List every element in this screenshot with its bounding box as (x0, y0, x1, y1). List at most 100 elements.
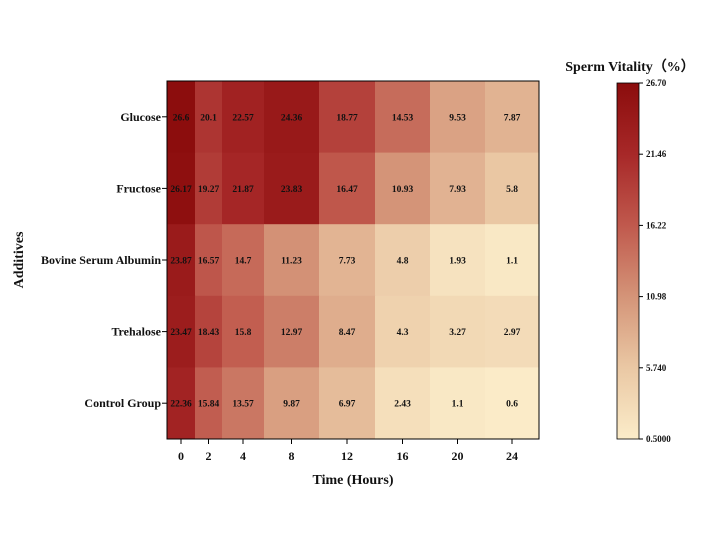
heatmap-cell (222, 224, 265, 297)
cell-value-label: 26.6 (173, 113, 190, 123)
cell-value-label: 8.47 (339, 328, 356, 338)
cell-value-label: 1.1 (506, 257, 518, 267)
colorbar-tick-label: 0.5000 (646, 434, 671, 444)
y-tick-label: Glucose (120, 110, 161, 124)
heatmap-cell (222, 295, 265, 368)
cell-value-label: 14.7 (235, 257, 252, 267)
heatmap-cell (167, 81, 196, 154)
heatmap-cell (319, 295, 376, 368)
heatmap-cell (375, 152, 431, 225)
heatmap-cell (195, 367, 223, 440)
heatmap-cell (430, 295, 486, 368)
x-tick-label: 4 (240, 449, 246, 463)
heatmap-cell (222, 152, 265, 225)
cell-value-label: 24.36 (281, 113, 303, 123)
heatmap-cell (375, 224, 431, 297)
heatmap-cell (264, 152, 320, 225)
heatmap-cell (430, 224, 486, 297)
y-tick-label: Control Group (84, 396, 161, 410)
cell-value-label: 13.57 (232, 400, 254, 410)
cell-value-label: 7.87 (504, 113, 521, 123)
cell-value-label: 16.57 (198, 257, 220, 267)
heatmap-cell (485, 367, 540, 440)
heatmap-cell (319, 367, 376, 440)
cell-value-label: 21.87 (232, 185, 254, 195)
x-tick-label: 20 (452, 449, 464, 463)
cell-value-label: 1.1 (452, 400, 464, 410)
colorbar-tick-label: 26.70 (646, 78, 667, 88)
colorbar-tick-label: 5.740 (646, 363, 667, 373)
cell-value-label: 5.8 (506, 185, 518, 195)
heatmap-cell (375, 367, 431, 440)
cell-value-label: 4.3 (397, 328, 409, 338)
y-tick-label: Fructose (116, 181, 161, 195)
cell-value-label: 23.87 (170, 257, 192, 267)
heatmap-cell (167, 224, 196, 297)
colorbar-title: Sperm Vitality（%） (565, 59, 695, 75)
cell-value-label: 12.97 (281, 328, 303, 338)
cell-value-label: 1.93 (449, 257, 466, 267)
colorbar-tick-label: 21.46 (646, 149, 667, 159)
heatmap-cell (430, 81, 486, 154)
cell-value-label: 22.57 (232, 113, 254, 123)
cell-value-label: 15.84 (198, 400, 220, 410)
heatmap-cell (430, 367, 486, 440)
heatmap-cell (319, 224, 376, 297)
colorbar-tick-label: 10.98 (646, 292, 667, 302)
cell-value-label: 16.47 (336, 185, 358, 195)
x-axis-title: Time (Hours) (312, 473, 393, 488)
y-axis-ticks: Glucose Fructose Bovine Serum Albumin Treha… (41, 110, 167, 410)
heatmap-cell (222, 81, 265, 154)
heatmap-cell (222, 367, 265, 440)
cell-value-label: 20.1 (200, 113, 217, 123)
cell-value-label: 2.43 (394, 400, 411, 410)
cell-value-label: 9.87 (283, 400, 300, 410)
cell-value-label: 7.93 (449, 185, 466, 195)
heatmap-cell (375, 295, 431, 368)
heatmap-cell (264, 81, 320, 154)
heatmap-cell (319, 81, 376, 154)
heatmap-cell (167, 295, 196, 368)
cell-value-label: 23.47 (170, 328, 192, 338)
heatmap-cell (485, 295, 540, 368)
cell-value-label: 18.77 (336, 113, 358, 123)
cell-value-label: 26.17 (170, 185, 192, 195)
y-axis-title: Additives (12, 231, 27, 288)
heatmap-cell (264, 295, 320, 368)
cell-value-label: 15.8 (235, 328, 252, 338)
cell-value-label: 3.27 (449, 328, 466, 338)
heatmap-cell (195, 152, 223, 225)
cell-value-label: 9.53 (449, 113, 466, 123)
cell-value-label: 23.83 (281, 185, 303, 195)
colorbar (616, 82, 640, 440)
cell-value-label: 22.36 (170, 400, 192, 410)
cell-value-label: 14.53 (392, 113, 414, 123)
heatmap-cell (430, 152, 486, 225)
y-tick-label: Trehalose (111, 325, 161, 339)
colorbar-ticks: 26.70 21.46 16.22 10.98 5.740 0.5000 (639, 78, 671, 444)
cell-value-label: 2.97 (504, 328, 521, 338)
heatmap-cell (195, 295, 223, 368)
x-tick-label: 0 (178, 449, 184, 463)
y-tick-label: Bovine Serum Albumin (41, 253, 161, 267)
heatmap-cell (264, 224, 320, 297)
colorbar-tick-label: 16.22 (646, 220, 667, 230)
x-tick-label: 24 (506, 449, 518, 463)
heatmap-cell (485, 224, 540, 297)
x-axis-ticks: 0 2 4 8 12 16 20 24 (178, 439, 518, 463)
cell-value-label: 11.23 (281, 257, 302, 267)
heatmap-cell (195, 81, 223, 154)
cell-value-label: 19.27 (198, 185, 220, 195)
x-tick-label: 12 (341, 449, 353, 463)
heatmap-cell (485, 81, 540, 154)
heatmap-cell (167, 367, 196, 440)
heatmap-cells (167, 81, 540, 440)
heatmap-cell (375, 81, 431, 154)
x-tick-label: 8 (289, 449, 295, 463)
heatmap-cell-labels: 26.6 20.1 22.57 24.36 18.77 14.53 9.53 7.87 26.1… (170, 113, 520, 409)
heatmap-cell (485, 152, 540, 225)
heatmap-cell (195, 224, 223, 297)
cell-value-label: 7.73 (339, 257, 356, 267)
x-tick-label: 2 (206, 449, 212, 463)
